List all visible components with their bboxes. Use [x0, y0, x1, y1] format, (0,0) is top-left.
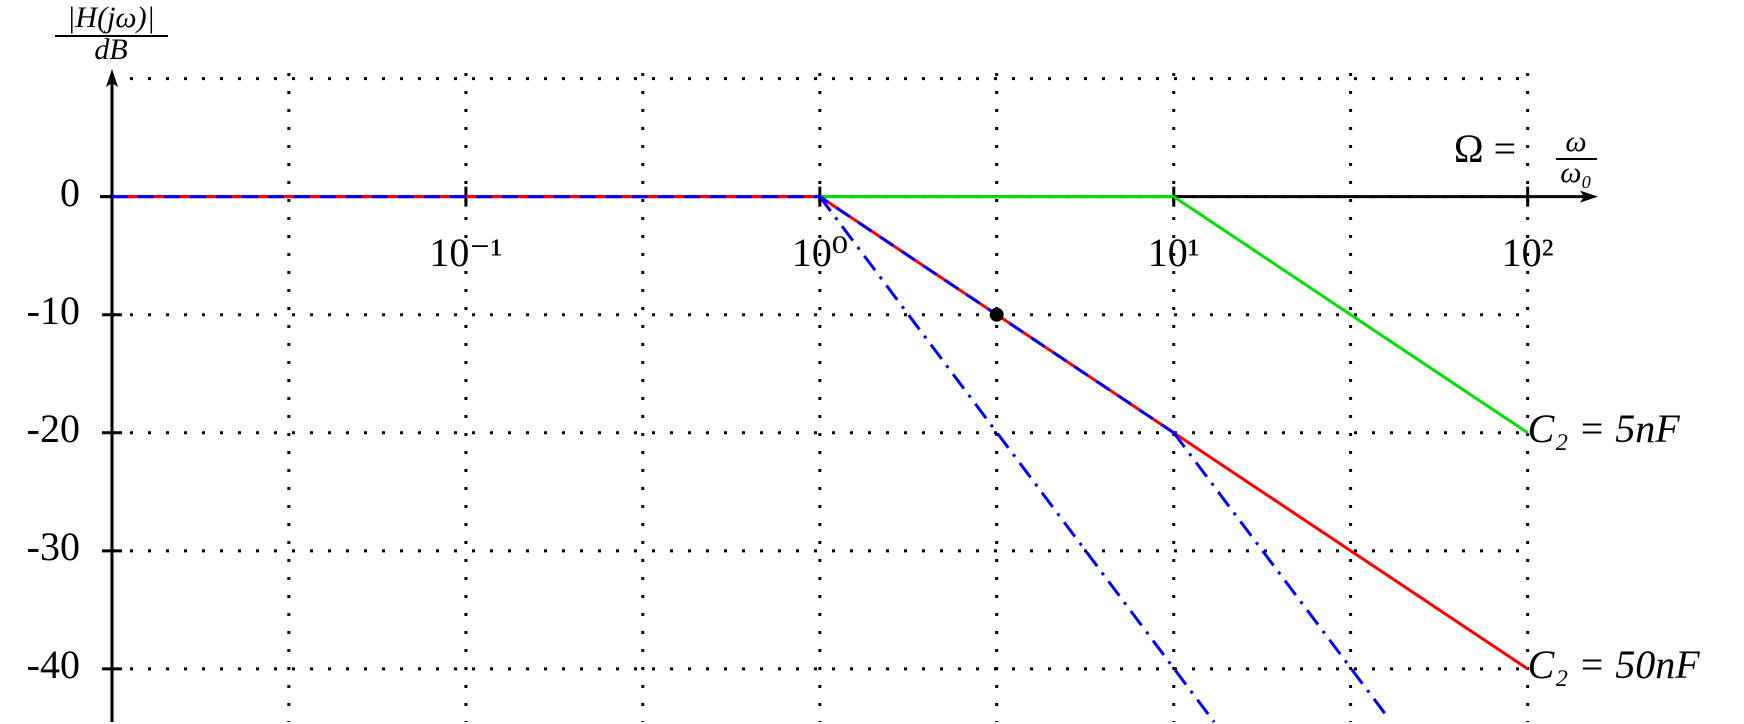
y-tick-label: 0 — [60, 170, 80, 215]
y-tick-label: -40 — [27, 642, 80, 687]
series-label: C₂ = 5nF — [1528, 406, 1681, 451]
point — [989, 307, 1004, 322]
x-axis-arrow — [1580, 190, 1598, 203]
y-label-num: |H(jω)| — [67, 1, 155, 34]
y-label-den: dB — [94, 33, 127, 66]
x-label-num: ω — [1565, 125, 1586, 158]
x-tick-label: 10¹ — [1148, 230, 1200, 275]
y-tick-label: -10 — [27, 288, 80, 333]
x-tick-label: 10⁻¹ — [429, 230, 502, 275]
y-tick-label: -30 — [27, 524, 80, 569]
series-line — [818, 195, 1216, 723]
x-tick-label: 10⁰ — [792, 230, 848, 275]
x-label-lhs: Ω = — [1454, 126, 1516, 171]
series-label: C₂ = 50nF — [1528, 642, 1701, 687]
x-label-den: ω₀ — [1560, 156, 1592, 189]
series-line — [1172, 431, 1389, 717]
y-axis-arrow — [106, 69, 118, 87]
series-line — [819, 195, 1529, 435]
x-tick-label: 10² — [1502, 230, 1554, 275]
y-tick-label: -20 — [27, 406, 80, 451]
